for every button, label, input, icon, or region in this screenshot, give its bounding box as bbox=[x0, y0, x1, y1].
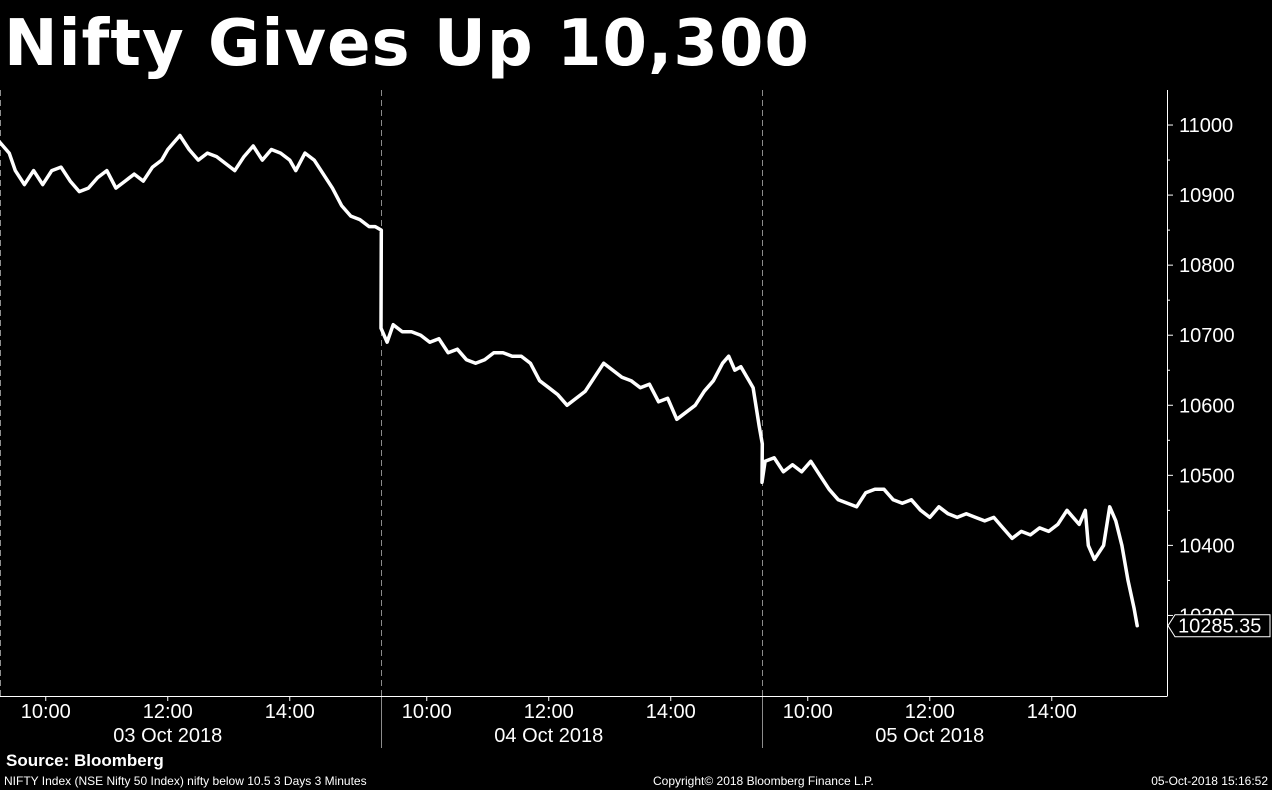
chart-title: Nifty Gives Up 10,300 bbox=[4, 7, 810, 81]
x-tick-label-1-1: 12:00 bbox=[524, 701, 574, 723]
x-tick-label-0-1: 12:00 bbox=[143, 701, 193, 723]
day-label-0: 03 Oct 2018 bbox=[113, 725, 222, 747]
footer-copyright: Copyright© 2018 Bloomberg Finance L.P. bbox=[653, 774, 874, 788]
x-tick-label-0-0: 10:00 bbox=[21, 701, 71, 723]
y-tick-label-3: 10600 bbox=[1179, 395, 1235, 417]
x-tick-label-2-0: 10:00 bbox=[783, 701, 833, 723]
y-tick-label-6: 10900 bbox=[1179, 185, 1235, 207]
x-tick-label-1-0: 10:00 bbox=[402, 701, 452, 723]
footer-description: NIFTY Index (NSE Nifty 50 Index) nifty b… bbox=[4, 774, 367, 788]
y-tick-label-2: 10500 bbox=[1179, 465, 1235, 487]
day-label-2: 05 Oct 2018 bbox=[875, 725, 984, 747]
day-label-1: 04 Oct 2018 bbox=[494, 725, 603, 747]
x-tick-label-0-2: 14:00 bbox=[265, 701, 315, 723]
last-value-label: 10285.35 bbox=[1178, 616, 1261, 638]
y-tick-label-5: 10800 bbox=[1179, 255, 1235, 277]
y-tick-label-4: 10700 bbox=[1179, 325, 1235, 347]
footer-timestamp: 05-Oct-2018 15:16:52 bbox=[1151, 774, 1268, 788]
x-tick-label-1-2: 14:00 bbox=[646, 701, 696, 723]
nifty-series-line bbox=[0, 133, 1139, 628]
x-tick-label-2-2: 14:00 bbox=[1027, 701, 1077, 723]
source-label: Source: Bloomberg bbox=[6, 751, 164, 770]
y-tick-label-7: 11000 bbox=[1179, 115, 1233, 137]
x-tick-label-2-1: 12:00 bbox=[905, 701, 955, 723]
last-value-box bbox=[1167, 614, 1271, 638]
y-tick-label-1: 10400 bbox=[1179, 535, 1235, 557]
